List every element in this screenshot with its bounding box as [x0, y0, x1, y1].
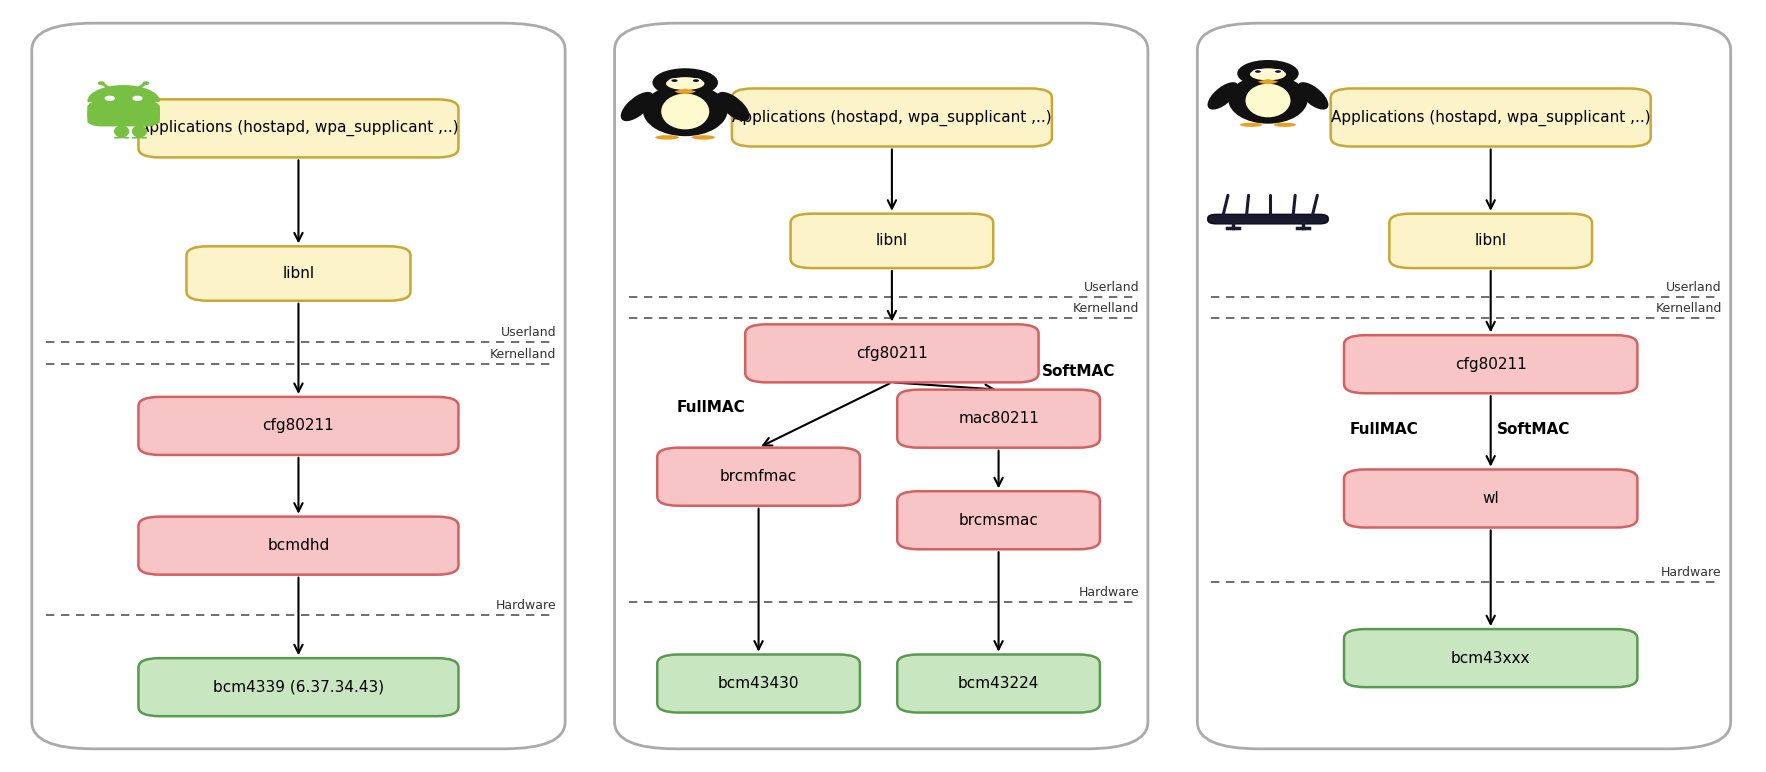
- FancyBboxPatch shape: [138, 100, 459, 157]
- Ellipse shape: [1229, 75, 1307, 124]
- FancyBboxPatch shape: [1344, 335, 1637, 393]
- FancyBboxPatch shape: [88, 102, 159, 126]
- Text: Applications (hostapd, wpa_supplicant ,..): Applications (hostapd, wpa_supplicant ,.…: [1332, 110, 1651, 126]
- FancyBboxPatch shape: [138, 397, 459, 455]
- FancyBboxPatch shape: [897, 655, 1100, 713]
- FancyBboxPatch shape: [1332, 89, 1651, 147]
- Ellipse shape: [692, 135, 715, 140]
- FancyBboxPatch shape: [187, 246, 410, 301]
- FancyBboxPatch shape: [657, 448, 860, 506]
- Text: Kernelland: Kernelland: [1072, 302, 1139, 315]
- FancyBboxPatch shape: [745, 324, 1038, 382]
- Text: bcm43430: bcm43430: [717, 676, 800, 691]
- Wedge shape: [675, 89, 696, 94]
- Ellipse shape: [666, 77, 705, 90]
- FancyBboxPatch shape: [1197, 23, 1731, 749]
- Circle shape: [132, 96, 141, 100]
- FancyBboxPatch shape: [615, 23, 1148, 749]
- Circle shape: [652, 68, 719, 97]
- Text: libnl: libnl: [283, 266, 314, 281]
- Circle shape: [1256, 70, 1261, 73]
- Ellipse shape: [1298, 82, 1328, 110]
- Circle shape: [1238, 60, 1298, 87]
- Ellipse shape: [1250, 69, 1286, 80]
- Circle shape: [691, 78, 701, 83]
- FancyBboxPatch shape: [132, 125, 147, 137]
- FancyBboxPatch shape: [115, 125, 129, 137]
- Text: Kernelland: Kernelland: [489, 348, 556, 361]
- Text: cfg80211: cfg80211: [1455, 357, 1526, 372]
- Circle shape: [669, 78, 680, 83]
- Ellipse shape: [660, 93, 710, 130]
- Circle shape: [692, 80, 699, 82]
- Text: brcmfmac: brcmfmac: [721, 469, 796, 484]
- Circle shape: [1252, 69, 1263, 74]
- Text: bcm43xxx: bcm43xxx: [1452, 651, 1531, 665]
- Text: SoftMAC: SoftMAC: [1042, 364, 1116, 379]
- Text: Applications (hostapd, wpa_supplicant ,..): Applications (hostapd, wpa_supplicant ,.…: [140, 120, 457, 137]
- Text: cfg80211: cfg80211: [263, 418, 334, 433]
- Circle shape: [1275, 70, 1280, 73]
- Ellipse shape: [1208, 82, 1238, 110]
- FancyBboxPatch shape: [88, 107, 102, 122]
- Text: Hardware: Hardware: [1079, 586, 1139, 599]
- FancyBboxPatch shape: [897, 491, 1100, 550]
- Text: SoftMAC: SoftMAC: [1496, 422, 1570, 437]
- Text: mac80211: mac80211: [959, 411, 1038, 426]
- FancyBboxPatch shape: [1208, 215, 1328, 224]
- FancyBboxPatch shape: [731, 89, 1053, 147]
- FancyBboxPatch shape: [1390, 214, 1591, 268]
- Text: Applications (hostapd, wpa_supplicant ,..): Applications (hostapd, wpa_supplicant ,.…: [733, 110, 1053, 126]
- Text: brcmsmac: brcmsmac: [959, 513, 1038, 528]
- Text: libnl: libnl: [1475, 233, 1506, 249]
- Wedge shape: [1257, 79, 1279, 84]
- Text: Hardware: Hardware: [1662, 566, 1722, 579]
- Wedge shape: [88, 86, 159, 101]
- Text: FullMAC: FullMAC: [1349, 422, 1418, 437]
- Text: Userland: Userland: [502, 327, 556, 340]
- FancyBboxPatch shape: [1344, 469, 1637, 527]
- FancyBboxPatch shape: [897, 390, 1100, 448]
- Text: bcm43224: bcm43224: [957, 676, 1038, 691]
- Text: Userland: Userland: [1084, 281, 1139, 294]
- Ellipse shape: [1240, 123, 1263, 127]
- Text: bcmdhd: bcmdhd: [267, 538, 330, 554]
- Circle shape: [143, 82, 148, 84]
- Circle shape: [99, 82, 104, 84]
- Ellipse shape: [655, 135, 678, 140]
- Circle shape: [106, 96, 115, 100]
- FancyBboxPatch shape: [145, 107, 159, 122]
- FancyBboxPatch shape: [1344, 629, 1637, 687]
- Circle shape: [671, 80, 678, 82]
- FancyBboxPatch shape: [138, 516, 459, 574]
- Text: libnl: libnl: [876, 233, 908, 249]
- FancyBboxPatch shape: [791, 214, 992, 268]
- Ellipse shape: [643, 84, 728, 136]
- Text: Userland: Userland: [1667, 281, 1722, 294]
- Text: Kernelland: Kernelland: [1655, 302, 1722, 315]
- FancyBboxPatch shape: [32, 23, 565, 749]
- Text: FullMAC: FullMAC: [676, 400, 745, 415]
- FancyBboxPatch shape: [138, 658, 459, 716]
- Ellipse shape: [620, 92, 653, 121]
- Text: cfg80211: cfg80211: [857, 346, 927, 361]
- Text: bcm4339 (6.37.34.43): bcm4339 (6.37.34.43): [214, 679, 383, 695]
- Ellipse shape: [1245, 83, 1291, 117]
- FancyBboxPatch shape: [657, 655, 860, 713]
- Text: Hardware: Hardware: [496, 598, 556, 611]
- Ellipse shape: [717, 92, 751, 121]
- Text: wl: wl: [1482, 491, 1499, 506]
- Ellipse shape: [1273, 123, 1296, 127]
- Circle shape: [1273, 69, 1284, 74]
